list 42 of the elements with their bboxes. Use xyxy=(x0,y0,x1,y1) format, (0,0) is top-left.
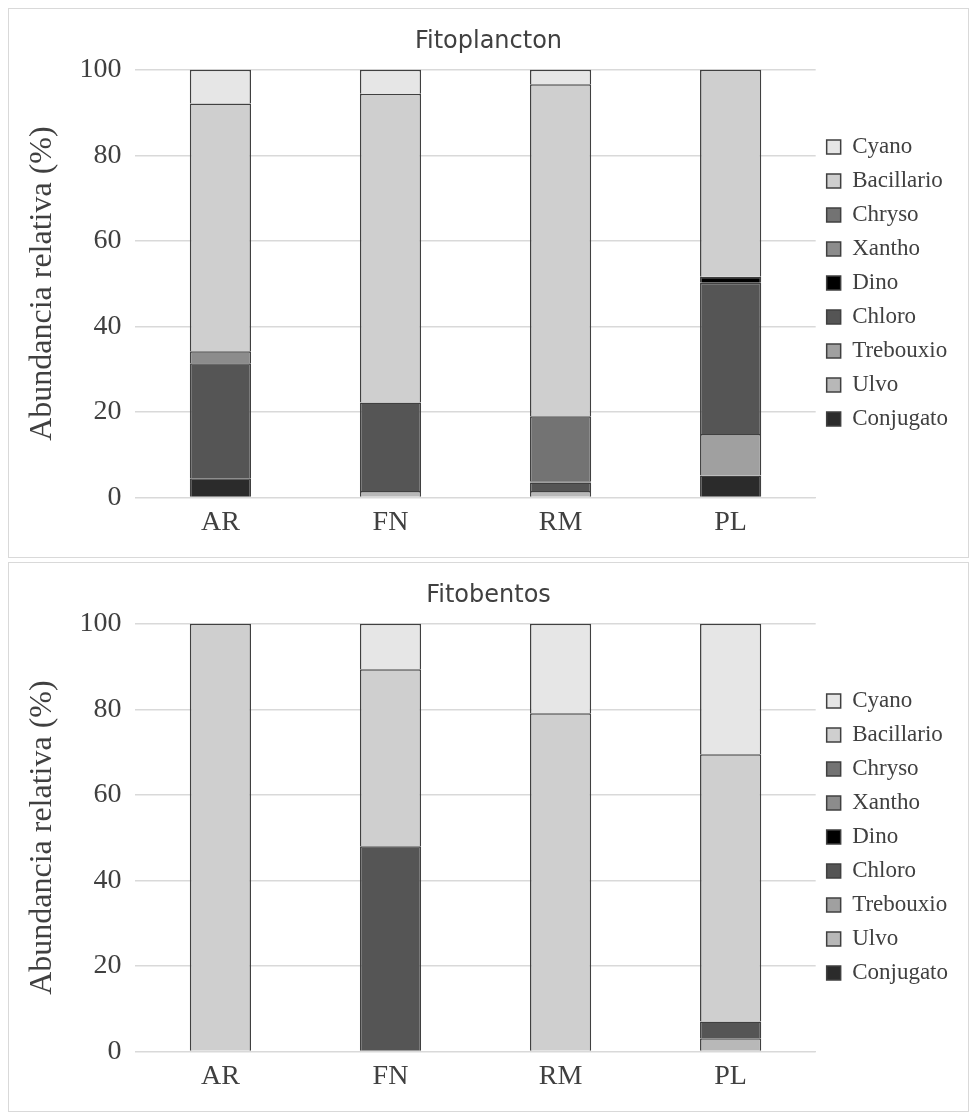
y-axis-title: Abundancia relativa (%) xyxy=(21,126,58,441)
legend-label: Trebouxio xyxy=(852,337,948,363)
x-tick-label: AR xyxy=(200,1058,241,1090)
y-tick-label: 40 xyxy=(93,308,122,340)
legend-label: Ulvo xyxy=(852,925,899,951)
y-tick-label: 100 xyxy=(79,52,122,84)
x-tick-label: AR xyxy=(200,504,241,536)
legend-label: Chloro xyxy=(852,857,917,883)
legend-label: Chryso xyxy=(852,201,919,227)
x-tick-label: FN xyxy=(372,1058,409,1090)
legend-label: Bacillario xyxy=(852,721,943,747)
x-tick-label: FN xyxy=(372,504,409,536)
y-tick-label: 40 xyxy=(93,862,122,894)
y-tick-label: 80 xyxy=(93,137,122,169)
x-tick-label: RM xyxy=(538,504,583,536)
y-tick-label: 100 xyxy=(79,606,122,638)
legend-label: Bacillario xyxy=(852,167,943,193)
legend-label: Cyano xyxy=(852,133,913,159)
y-tick-label: 0 xyxy=(107,1033,122,1065)
legend-label: Xantho xyxy=(852,789,920,815)
legend-label: Trebouxio xyxy=(852,891,948,917)
y-tick-label: 60 xyxy=(93,777,122,809)
legend-label: Conjugato xyxy=(852,405,949,431)
legend-label: Cyano xyxy=(852,687,913,713)
legend-label: Dino xyxy=(852,269,899,295)
y-tick-label: 60 xyxy=(93,223,122,255)
y-tick-label: 0 xyxy=(107,479,122,511)
legend-label: Chryso xyxy=(852,755,919,781)
x-tick-label: PL xyxy=(714,504,747,536)
chart-title: Fitobentos xyxy=(426,579,551,608)
x-tick-label: PL xyxy=(714,1058,747,1090)
y-tick-label: 20 xyxy=(93,394,122,426)
legend-label: Chloro xyxy=(852,303,917,329)
legend-label: Xantho xyxy=(852,235,920,261)
x-tick-label: RM xyxy=(538,1058,583,1090)
legend-label: Conjugato xyxy=(852,959,949,985)
legend-label: Ulvo xyxy=(852,371,899,397)
y-tick-label: 80 xyxy=(93,691,122,723)
legend-label: Dino xyxy=(852,823,899,849)
y-axis-title: Abundancia relativa (%) xyxy=(21,680,58,995)
y-tick-label: 20 xyxy=(93,948,122,980)
chart-title: Fitoplancton xyxy=(414,25,563,54)
